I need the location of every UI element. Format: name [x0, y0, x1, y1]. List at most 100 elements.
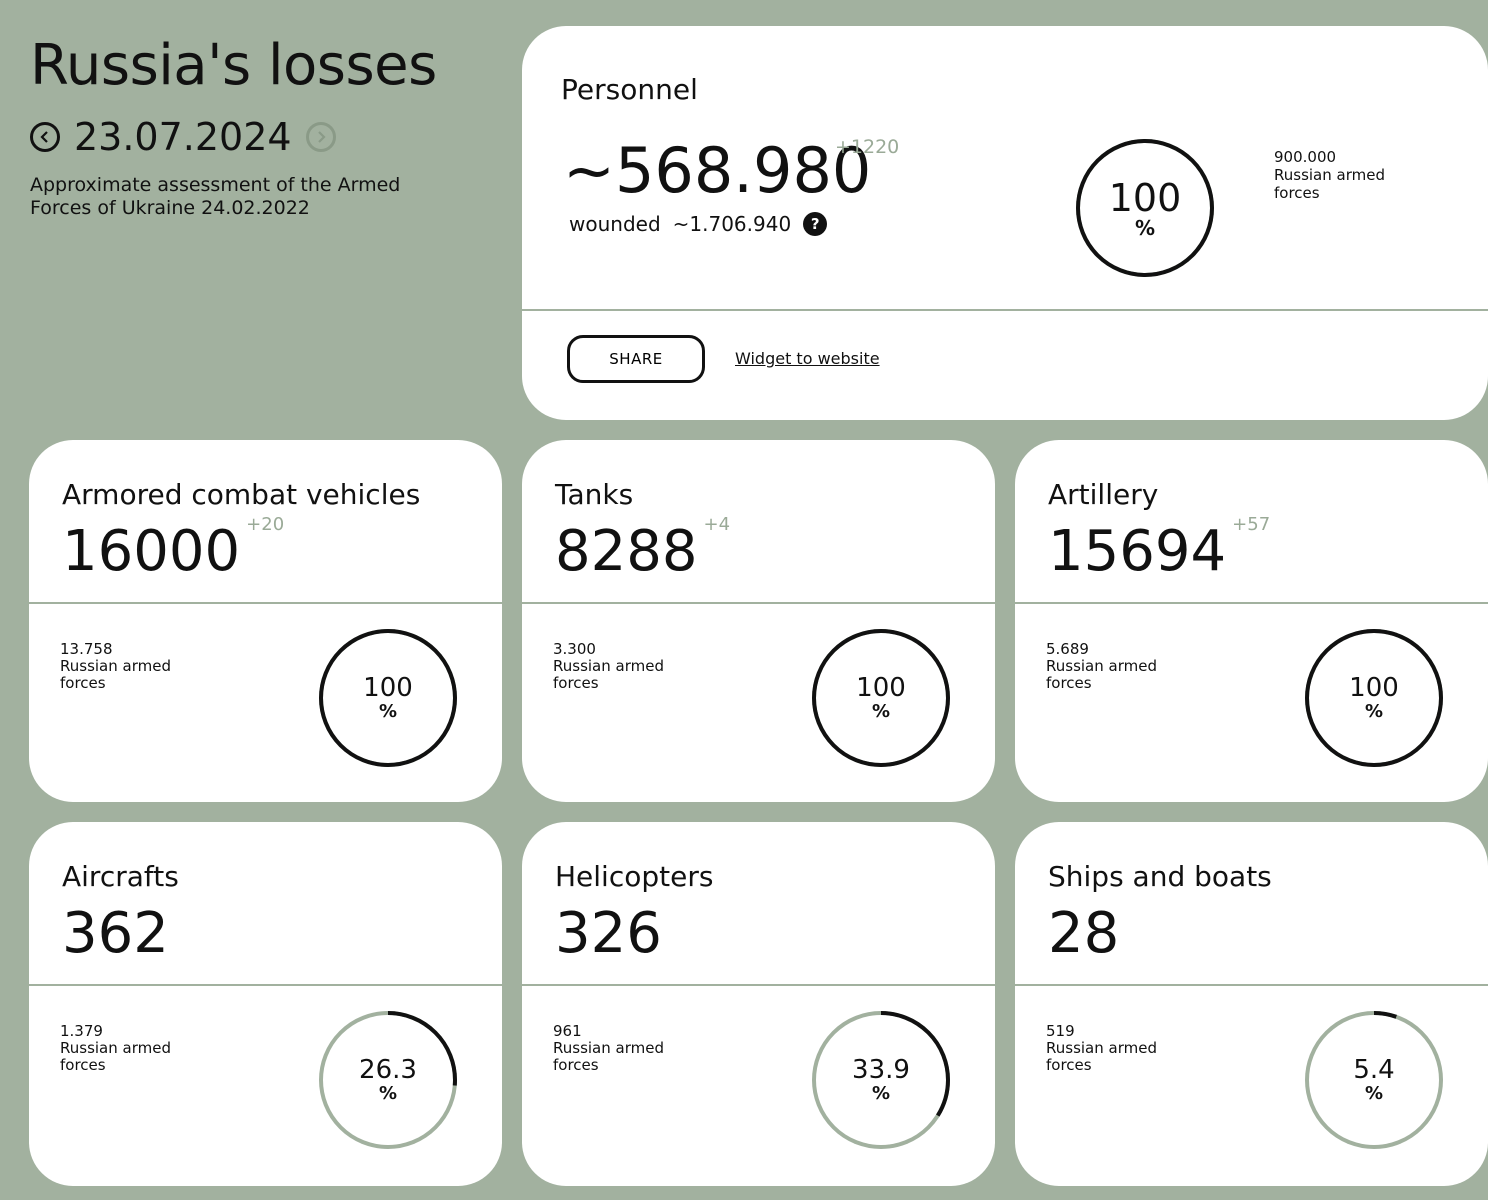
assessment-note: Approximate assessment of the Armed Forc…: [30, 174, 401, 219]
card-title: Armored combat vehicles: [62, 478, 421, 511]
equipment-card: Tanks 8288 +4 3.300 Russian armed forces 100%: [522, 440, 995, 802]
card-title: Artillery: [1048, 478, 1159, 511]
card-title: Personnel: [561, 73, 698, 106]
force-label: Russian armed forces: [60, 657, 171, 692]
card-delta: +57: [1232, 514, 1271, 535]
ring-label: 5.4%: [1304, 1010, 1444, 1150]
card-value-row: 15694 +57: [1048, 514, 1270, 584]
ring-percent-sign: %: [1364, 701, 1384, 722]
force-total: 900.000: [1274, 148, 1337, 166]
ring-label: 33.9%: [811, 1010, 951, 1150]
chevron-right-icon: [317, 131, 326, 143]
card-value: 362: [62, 901, 169, 966]
force-total: 961: [553, 1022, 582, 1040]
card-value-row: 28: [1048, 904, 1119, 964]
force-info: 961 Russian armed forces: [553, 1023, 693, 1074]
divider: [522, 309, 1488, 311]
equipment-card: Aircrafts 362 1.379 Russian armed forces 26.…: [29, 822, 502, 1186]
equipment-card: Helicopters 326 961 Russian armed forces 33.…: [522, 822, 995, 1186]
card-value: 326: [555, 901, 662, 966]
wounded-row: wounded ~1.706.940 ?: [569, 212, 828, 236]
ring-percent-value: 100: [1349, 673, 1399, 703]
card-footer: 5.689 Russian armed forces 100%: [1015, 604, 1488, 802]
ring-label: 100%: [1304, 628, 1444, 768]
next-date-button[interactable]: [305, 122, 336, 152]
card-title: Ships and boats: [1048, 860, 1272, 893]
card-footer: 1.379 Russian armed forces 26.3%: [29, 986, 502, 1186]
force-label: Russian armed forces: [553, 657, 664, 692]
force-info: 13.758 Russian armed forces: [60, 641, 200, 692]
card-footer: 3.300 Russian armed forces 100%: [522, 604, 995, 802]
ring-percent-value: 100: [856, 673, 906, 703]
card-footer: 13.758 Russian armed forces 100%: [29, 604, 502, 802]
card-header: Ships and boats 28: [1015, 822, 1488, 984]
ring-percent-sign: %: [871, 701, 891, 722]
force-info: 1.379 Russian armed forces: [60, 1023, 200, 1074]
force-total: 13.758: [60, 640, 113, 658]
ring-label: 100%: [318, 628, 458, 768]
equipment-card: Ships and boats 28 519 Russian armed forces…: [1015, 822, 1488, 1186]
ring-percent-sign: %: [871, 1083, 891, 1104]
progress-ring: [319, 1011, 457, 1149]
progress-ring: [812, 629, 950, 767]
page-title: Russia's losses: [30, 33, 437, 98]
card-value: 8288: [555, 519, 698, 584]
card-footer: 519 Russian armed forces 5.4%: [1015, 986, 1488, 1186]
divider: [522, 602, 995, 604]
equipment-card: Artillery 15694 +57 5.689 Russian armed forc…: [1015, 440, 1488, 802]
ring-percent-sign: %: [1134, 216, 1156, 240]
card-title: Tanks: [555, 478, 634, 511]
card-delta: +20: [246, 514, 285, 535]
card-header: Helicopters 326: [522, 822, 995, 984]
date-navigator: 23.07.2024: [30, 112, 490, 162]
ring-label: 26.3%: [318, 1010, 458, 1150]
divider: [522, 984, 995, 986]
card-header: Tanks 8288 +4: [522, 440, 995, 602]
help-icon[interactable]: ?: [803, 212, 828, 236]
force-info: 900.000 Russian armed forces: [1274, 148, 1404, 202]
card-value-row: 16000 +20: [62, 514, 284, 582]
chevron-left-icon: [40, 131, 48, 143]
header: Russia's losses 23.07.2024 Approximate a…: [30, 30, 490, 220]
ring-percent-sign: %: [378, 1083, 398, 1104]
card-value-row: 326: [555, 904, 662, 964]
force-label: Russian armed forces: [553, 1039, 664, 1074]
ring-percent-sign: %: [378, 701, 398, 722]
card-value-row: 362: [62, 904, 169, 964]
equipment-card: Armored combat vehicles 16000 +20 13.758 Rus…: [29, 440, 502, 802]
divider: [1015, 984, 1488, 986]
card-header: Aircrafts 362: [29, 822, 502, 984]
ring-percent-sign: %: [1364, 1083, 1384, 1104]
ring-progress-arc: [812, 629, 950, 767]
ring-progress-arc: [812, 1011, 950, 1149]
divider: [29, 984, 502, 986]
force-label: Russian armed forces: [1046, 1039, 1157, 1074]
divider: [29, 602, 502, 604]
card-delta: +1220: [835, 136, 900, 158]
card-value-row: 8288 +4: [555, 514, 730, 584]
card-value: ~568.980: [563, 134, 872, 207]
force-info: 5.689 Russian armed forces: [1046, 641, 1186, 692]
ring-percent-value: 100: [1108, 176, 1182, 220]
force-info: 3.300 Russian armed forces: [553, 641, 693, 692]
personnel-card: Personnel ~568.980 +1220 wounded ~1.706.…: [522, 26, 1488, 420]
force-total: 1.379: [60, 1022, 103, 1040]
force-total: 5.689: [1046, 640, 1089, 658]
share-button[interactable]: SHARE: [567, 335, 705, 383]
card-title: Aircrafts: [62, 860, 179, 893]
wounded-value: ~1.706.940: [672, 212, 792, 236]
ring-label: 100%: [811, 628, 951, 768]
ring-percent-value: 26.3: [359, 1055, 417, 1085]
progress-ring: [812, 1011, 950, 1149]
force-info: 519 Russian armed forces: [1046, 1023, 1186, 1074]
widget-to-website-link[interactable]: Widget to website: [735, 349, 880, 368]
card-title: Helicopters: [555, 860, 714, 893]
progress-ring: [1076, 139, 1214, 277]
ring-percent-value: 33.9: [852, 1055, 910, 1085]
card-header: Armored combat vehicles 16000 +20: [29, 440, 502, 602]
progress-ring: [319, 629, 457, 767]
ring-progress-arc: [319, 629, 457, 767]
previous-date-button[interactable]: [30, 122, 60, 152]
card-value: 15694: [1048, 519, 1227, 584]
force-total: 519: [1046, 1022, 1075, 1040]
